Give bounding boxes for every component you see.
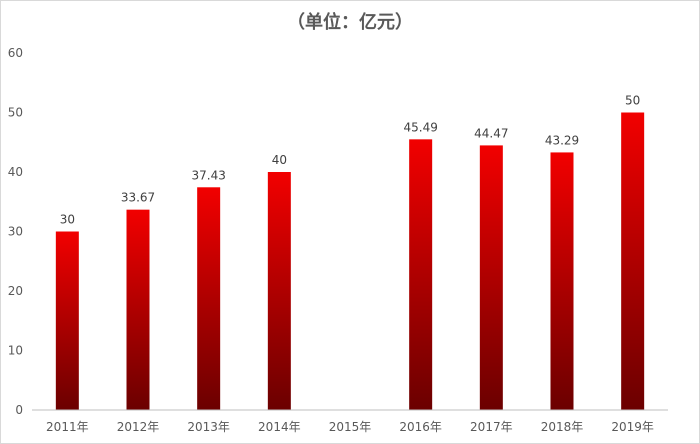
data-label: 43.29 bbox=[545, 133, 579, 147]
bar bbox=[267, 172, 291, 410]
x-tick-label: 2016年 bbox=[399, 420, 442, 434]
y-tick-label: 0 bbox=[15, 403, 23, 417]
bar bbox=[197, 187, 221, 410]
bar bbox=[479, 145, 503, 410]
x-tick-label: 2013年 bbox=[187, 420, 230, 434]
data-label: 30 bbox=[60, 213, 75, 227]
data-label: 37.43 bbox=[191, 168, 225, 182]
y-tick-label: 60 bbox=[8, 46, 23, 60]
data-label: 33.67 bbox=[121, 191, 155, 205]
bar bbox=[409, 139, 433, 410]
y-tick-label: 50 bbox=[8, 106, 23, 120]
bar bbox=[621, 112, 645, 410]
x-tick-label: 2014年 bbox=[258, 420, 301, 434]
bar bbox=[126, 209, 150, 410]
data-label: 45.49 bbox=[403, 120, 437, 134]
bar bbox=[550, 152, 574, 410]
y-tick-label: 40 bbox=[8, 165, 23, 179]
data-label: 40 bbox=[272, 153, 287, 167]
x-tick-label: 2018年 bbox=[541, 420, 584, 434]
chart-title: （单位：亿元） bbox=[287, 12, 413, 33]
x-tick-label: 2019年 bbox=[611, 420, 654, 434]
data-label: 44.47 bbox=[474, 126, 508, 140]
x-tick-label: 2015年 bbox=[329, 420, 372, 434]
x-tick-label: 2017年 bbox=[470, 420, 513, 434]
x-tick-label: 2011年 bbox=[46, 420, 89, 434]
x-tick-label: 2012年 bbox=[117, 420, 160, 434]
y-tick-label: 10 bbox=[8, 344, 23, 358]
bar bbox=[55, 231, 79, 410]
y-tick-label: 20 bbox=[8, 284, 23, 298]
data-label: 50 bbox=[625, 94, 640, 108]
y-tick-label: 30 bbox=[8, 225, 23, 239]
